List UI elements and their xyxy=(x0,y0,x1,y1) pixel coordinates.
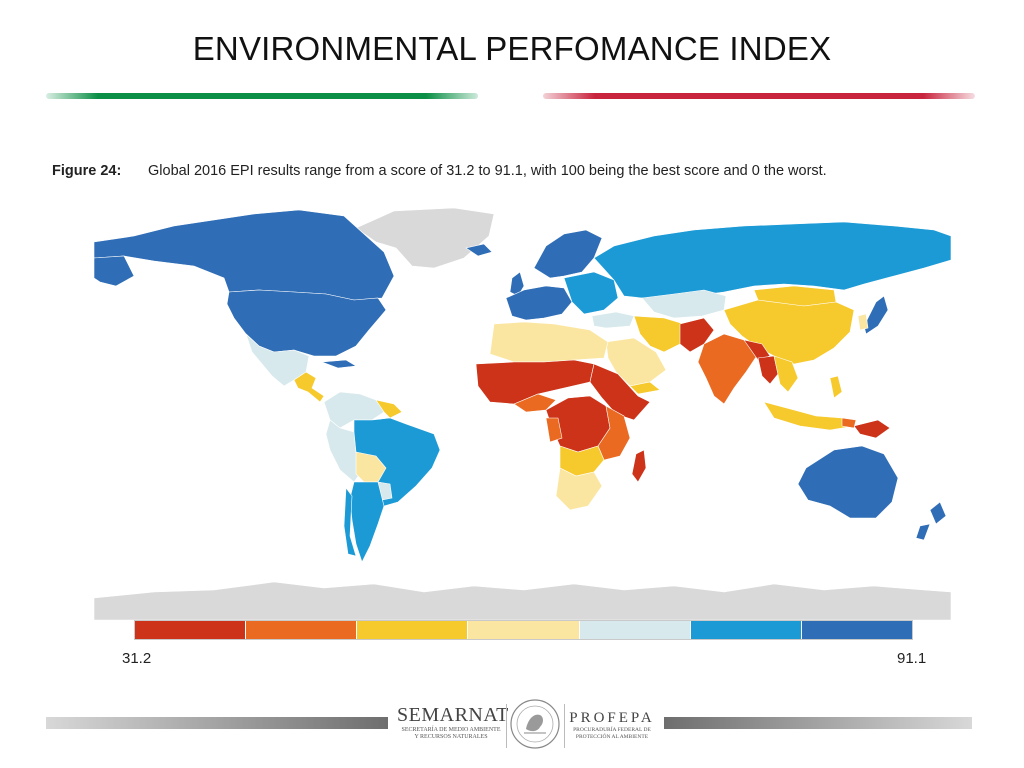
legend-swatch-4 xyxy=(468,621,580,639)
map-region-greenland xyxy=(355,207,495,269)
map-region-papua-new-guinea xyxy=(853,419,891,439)
legend-swatch-2 xyxy=(246,621,358,639)
figure-caption-text: Global 2016 EPI results range from a sco… xyxy=(148,163,827,179)
map-region-west-africa xyxy=(475,359,595,405)
profepa-name: PROFEPA xyxy=(569,710,655,726)
map-region-madagascar xyxy=(631,449,647,483)
legend-swatch-1 xyxy=(135,621,247,639)
semarnat-subtitle-2: Y RECURSOS NATURALES xyxy=(414,734,488,740)
color-scale-legend xyxy=(134,620,913,640)
semarnat-logo: SEMARNAT SECRETARÍA DE MEDIO AMBIENTE Y … xyxy=(397,704,509,741)
map-region-southern-africa xyxy=(555,467,603,511)
map-region-australia xyxy=(797,445,899,519)
map-region-southern-cone xyxy=(349,481,385,563)
figure-label: Figure 24: xyxy=(52,163,122,179)
map-region-caribbean xyxy=(321,359,357,369)
semarnat-subtitle-1: SECRETARÍA DE MEDIO AMBIENTE xyxy=(401,727,501,733)
title-rule-green xyxy=(46,93,478,99)
world-map xyxy=(94,206,951,620)
map-region-korea xyxy=(857,313,869,331)
map-region-iran xyxy=(633,315,685,353)
semarnat-name: SEMARNAT xyxy=(397,704,509,726)
map-region-guianas xyxy=(375,399,403,419)
map-region-philippines xyxy=(829,375,843,399)
map-region-china xyxy=(723,299,855,365)
map-region-horn-of-africa xyxy=(589,363,651,421)
map-region-antarctica xyxy=(94,581,951,620)
footer-bar-left xyxy=(46,717,388,729)
map-region-eastern-europe xyxy=(563,271,619,315)
map-region-scandinavia xyxy=(533,229,603,279)
map-region-central-america xyxy=(293,371,325,403)
legend-min-label: 31.2 xyxy=(122,650,152,667)
legend-swatch-3 xyxy=(357,621,469,639)
logo-divider-left xyxy=(506,704,507,748)
map-region-north-africa xyxy=(489,321,609,363)
title-rule-red xyxy=(543,93,975,99)
map-region-papua xyxy=(841,417,857,429)
map-region-gabon-congo xyxy=(545,417,563,443)
logo-divider-right xyxy=(564,704,565,748)
map-region-indonesia xyxy=(763,401,855,431)
map-region-iceland xyxy=(465,243,493,257)
mexico-seal-icon xyxy=(510,699,560,749)
map-region-uk xyxy=(509,271,525,297)
profepa-logo: PROFEPA PROCURADURÍA FEDERAL DE PROTECCI… xyxy=(566,710,658,740)
map-region-yemen xyxy=(629,381,661,395)
legend-swatch-5 xyxy=(579,621,691,639)
map-region-myanmar xyxy=(757,355,779,385)
map-region-western-europe xyxy=(505,285,573,321)
map-region-gulf-guinea xyxy=(513,393,557,413)
map-region-russia xyxy=(593,221,951,299)
map-region-turkey xyxy=(591,311,635,329)
legend-swatch-6 xyxy=(690,621,802,639)
map-region-new-zealand xyxy=(915,501,947,541)
map-region-alaska xyxy=(94,255,135,287)
map-region-indochina xyxy=(773,355,799,393)
map-region-bangladesh xyxy=(743,339,771,361)
map-region-canada xyxy=(94,209,395,301)
legend-max-label: 91.1 xyxy=(897,650,927,667)
footer-bar-right xyxy=(664,717,972,729)
slide-title: ENVIRONMENTAL PERFOMANCE INDEX xyxy=(192,30,832,67)
map-region-east-africa xyxy=(597,405,631,461)
map-region-india xyxy=(697,333,759,405)
map-region-chile xyxy=(343,487,357,557)
profepa-subtitle-2: PROTECCIÓN AL AMBIENTE xyxy=(575,733,649,740)
profepa-subtitle-1: PROCURADURÍA FEDERAL DE xyxy=(573,727,651,733)
map-region-usa xyxy=(226,289,387,357)
figure-caption: Figure 24: Global 2016 EPI results range… xyxy=(52,163,827,179)
legend-swatch-7 xyxy=(801,621,912,639)
